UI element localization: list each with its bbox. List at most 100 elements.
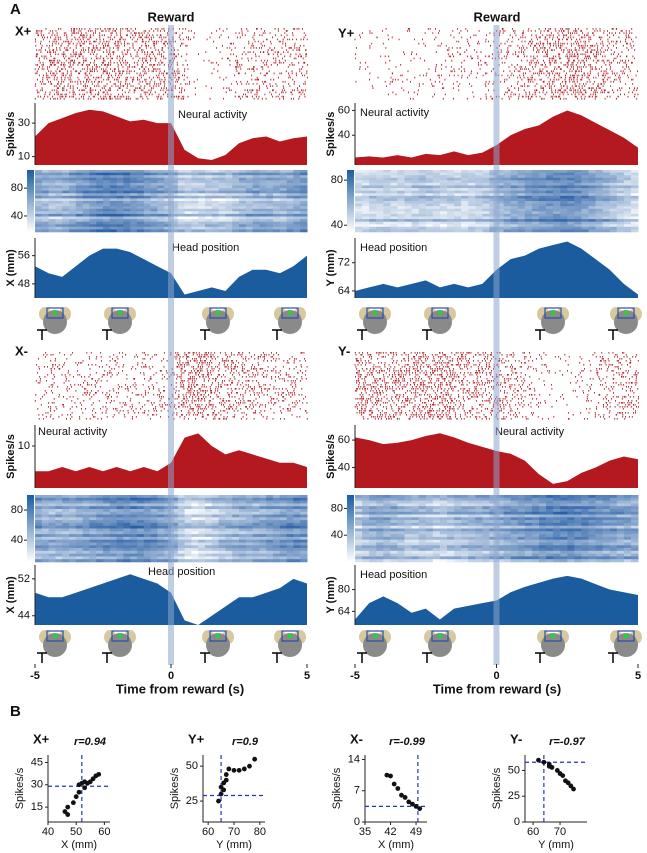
heat-cell bbox=[602, 559, 611, 563]
heat-cell bbox=[546, 500, 554, 504]
heat-cell bbox=[300, 180, 308, 184]
heat-cell bbox=[123, 495, 131, 499]
heat-cell bbox=[447, 536, 455, 540]
heat-cell bbox=[489, 177, 497, 181]
heat-cell bbox=[116, 224, 124, 228]
heat-cell bbox=[560, 522, 568, 526]
heat-cell bbox=[524, 216, 533, 220]
heat-cell bbox=[239, 211, 247, 215]
heat-cell bbox=[82, 188, 90, 191]
heat-cell bbox=[89, 180, 97, 184]
heat-cell bbox=[539, 224, 547, 228]
heat-cell bbox=[602, 213, 611, 217]
heat-cell bbox=[211, 550, 220, 554]
heat-cell bbox=[468, 531, 476, 535]
heat-cell bbox=[581, 509, 589, 513]
heat-cell bbox=[602, 221, 611, 225]
heat-cell bbox=[539, 219, 547, 222]
heat-cell bbox=[109, 221, 118, 225]
heat-cell bbox=[390, 180, 398, 184]
heat-cell bbox=[425, 203, 434, 207]
heat-cell bbox=[496, 213, 505, 217]
heat-cell bbox=[418, 522, 427, 526]
heat-cell bbox=[116, 175, 124, 179]
heat-cell bbox=[574, 216, 582, 220]
led bbox=[550, 633, 556, 639]
heat-cell bbox=[602, 500, 611, 504]
heat-cell bbox=[286, 206, 294, 210]
heat-cell bbox=[293, 556, 301, 560]
heat-cell bbox=[376, 221, 384, 225]
heat-cell bbox=[616, 198, 625, 202]
heat-cell bbox=[103, 531, 111, 535]
heat-cell bbox=[35, 211, 43, 215]
heat-cell bbox=[468, 503, 476, 507]
heat-cell bbox=[539, 193, 547, 197]
heat-cell bbox=[239, 517, 247, 521]
heat-cell bbox=[447, 185, 455, 189]
heat-cell bbox=[171, 219, 179, 222]
heat-cell bbox=[252, 539, 260, 543]
heat-cell bbox=[418, 203, 427, 207]
heat-cell bbox=[252, 172, 260, 176]
heat-cell bbox=[539, 177, 547, 181]
heat-cell bbox=[609, 500, 618, 504]
heat-cell bbox=[475, 203, 483, 207]
heat-cell bbox=[130, 226, 138, 230]
heat-cell bbox=[369, 182, 377, 186]
heat-cell bbox=[279, 503, 288, 507]
heat-cell bbox=[279, 188, 288, 191]
scatter-point bbox=[82, 785, 88, 791]
y-tick-label: 56 bbox=[18, 250, 30, 262]
heat-cell bbox=[517, 500, 526, 504]
heat-cell bbox=[447, 190, 455, 194]
heat-cell bbox=[116, 517, 124, 521]
heat-cell bbox=[211, 517, 220, 521]
heat-cell bbox=[218, 520, 226, 524]
heat-cell bbox=[75, 203, 84, 207]
heat-cell bbox=[581, 226, 589, 230]
heat-cell bbox=[418, 193, 427, 197]
heat-cell bbox=[411, 517, 420, 521]
heat-cell bbox=[286, 531, 294, 535]
heat-cell bbox=[630, 180, 639, 184]
heat-cell bbox=[225, 545, 233, 549]
heat-cell bbox=[164, 522, 172, 526]
heat-cell bbox=[205, 213, 213, 217]
heat-cell bbox=[369, 548, 377, 552]
heat-cell bbox=[82, 525, 90, 529]
heat-cell bbox=[137, 520, 145, 524]
heat-cell bbox=[245, 509, 254, 513]
heat-cell bbox=[553, 185, 561, 189]
heat-cell bbox=[266, 190, 274, 194]
heat-cell bbox=[553, 180, 561, 184]
heat-cell bbox=[75, 185, 84, 189]
heat-cell bbox=[211, 509, 220, 513]
heat-cell bbox=[116, 193, 124, 197]
heat-cell bbox=[482, 221, 490, 225]
heat-cell bbox=[439, 559, 448, 563]
heat-cell bbox=[130, 542, 138, 546]
heat-cell bbox=[198, 219, 206, 222]
heat-cell bbox=[103, 550, 111, 554]
heat-cell bbox=[130, 506, 138, 510]
heat-cell bbox=[581, 506, 589, 510]
heat-cell bbox=[191, 203, 199, 207]
heat-cell bbox=[567, 208, 575, 212]
heat-cell bbox=[137, 531, 145, 535]
heat-cell bbox=[89, 539, 97, 543]
colorbar bbox=[27, 170, 34, 232]
heat-cell bbox=[130, 495, 138, 499]
heat-cell bbox=[362, 213, 370, 217]
heat-cell bbox=[623, 172, 632, 176]
heat-cell bbox=[55, 531, 63, 535]
panel-annotation: Head position bbox=[172, 242, 239, 254]
heat-cell bbox=[553, 517, 561, 521]
heat-cell bbox=[82, 219, 90, 222]
heat-cell bbox=[137, 509, 145, 513]
heat-cell bbox=[489, 520, 497, 524]
heat-cell bbox=[232, 188, 240, 191]
heat-cell bbox=[524, 536, 533, 540]
heat-cell bbox=[524, 497, 533, 501]
heat-cell bbox=[411, 175, 420, 179]
